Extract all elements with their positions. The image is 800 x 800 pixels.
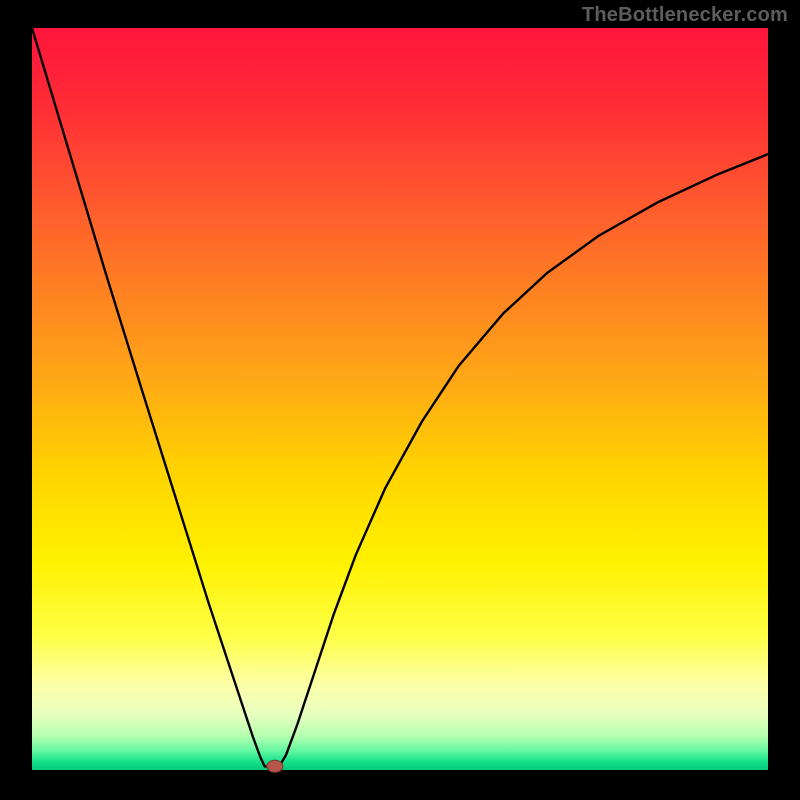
- plot-background: [32, 28, 768, 770]
- watermark-text: TheBottlenecker.com: [582, 4, 788, 27]
- chart-canvas: [0, 0, 800, 800]
- optimal-point-marker: [267, 760, 283, 772]
